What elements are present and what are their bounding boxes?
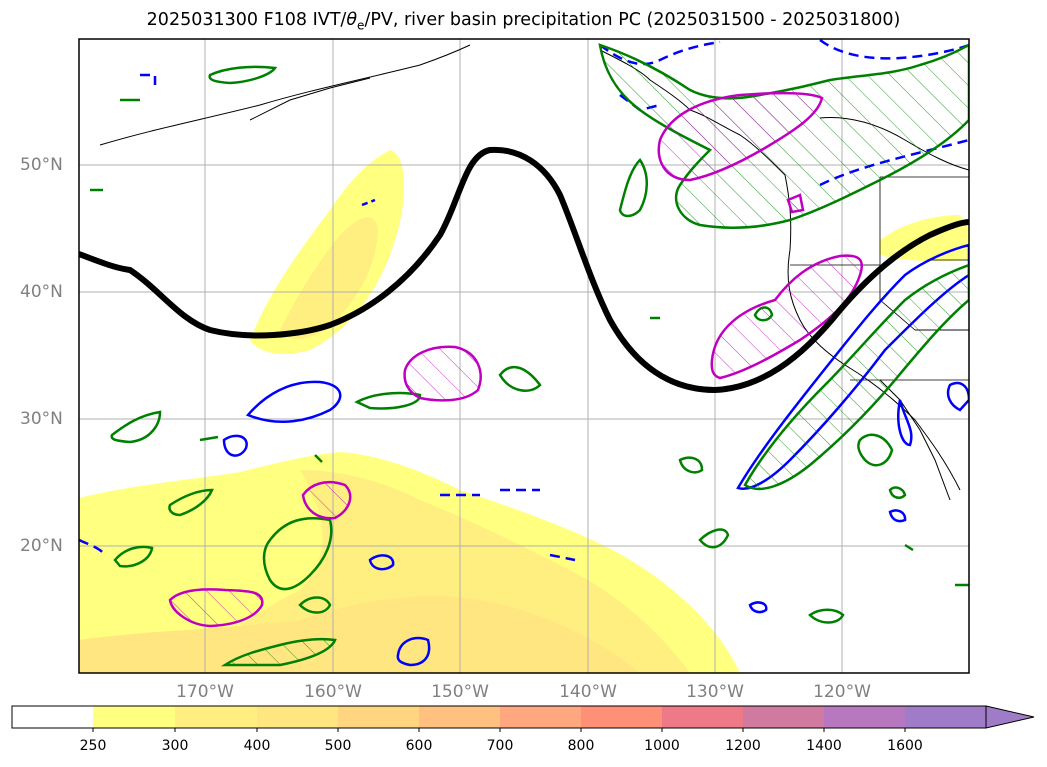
- lon-label-170w: 170°W: [176, 682, 234, 702]
- colorbar-segment: [12, 706, 93, 728]
- colorbar-segment: [581, 706, 662, 728]
- colorbar-segment: [824, 706, 905, 728]
- colorbar-tick-label: 1200: [725, 738, 761, 754]
- lat-label-30n: 30°N: [20, 409, 63, 429]
- colorbar-tick-label: 1600: [887, 738, 923, 754]
- colorbar-segment: [662, 706, 743, 728]
- colorbar-tick-label: 500: [324, 738, 352, 754]
- title-suffix: /PV, river basin precipitation PC (20250…: [364, 10, 901, 30]
- colorbar-segment: [905, 706, 986, 728]
- colorbar-tick-label: 1400: [806, 738, 842, 754]
- colorbar-tick-label: 600: [405, 738, 433, 754]
- colorbar-tick-label: 300: [161, 738, 189, 754]
- colorbar-segments: [11, 705, 1035, 729]
- title-theta-sub: e: [357, 18, 365, 33]
- colorbar-segment: [93, 706, 175, 728]
- colorbar-segment: [175, 706, 257, 728]
- lat-label-20n: 20°N: [20, 536, 63, 556]
- colorbar-segment: [338, 706, 419, 728]
- colorbar-tick-label: 250: [79, 738, 107, 754]
- title-theta: θ: [346, 10, 358, 30]
- colorbar-tick-label: 800: [567, 738, 595, 754]
- colorbar-segment: [257, 706, 338, 728]
- lat-label-50n: 50°N: [20, 155, 63, 175]
- lon-label-120w: 120°W: [813, 682, 871, 702]
- map-frame: [78, 38, 970, 674]
- map-title: 2025031300 F108 IVT/θe/PV, river basin p…: [0, 10, 1047, 33]
- colorbar-segment: [743, 706, 824, 728]
- lon-label-160w: 160°W: [304, 682, 362, 702]
- colorbar-tick-label: 1000: [644, 738, 680, 754]
- colorbar-outline: [11, 705, 986, 729]
- map-panel: [78, 38, 970, 674]
- colorbar-tick-marks: [92, 728, 906, 732]
- magenta-contours: [168, 91, 864, 628]
- colorbar-segment: [500, 706, 581, 728]
- colorbar-tick-label: 700: [486, 738, 514, 754]
- title-prefix: 2025031300 F108 IVT/: [146, 10, 347, 30]
- lon-label-130w: 130°W: [686, 682, 744, 702]
- pv-contour: [79, 146, 969, 394]
- colorbar-segment: [419, 706, 500, 728]
- lon-label-140w: 140°W: [559, 682, 617, 702]
- lon-label-150w: 150°W: [431, 682, 489, 702]
- lat-label-40n: 40°N: [20, 282, 63, 302]
- colorbar-tick-label: 400: [243, 738, 271, 754]
- colorbar-extend-arrow: [985, 705, 1035, 729]
